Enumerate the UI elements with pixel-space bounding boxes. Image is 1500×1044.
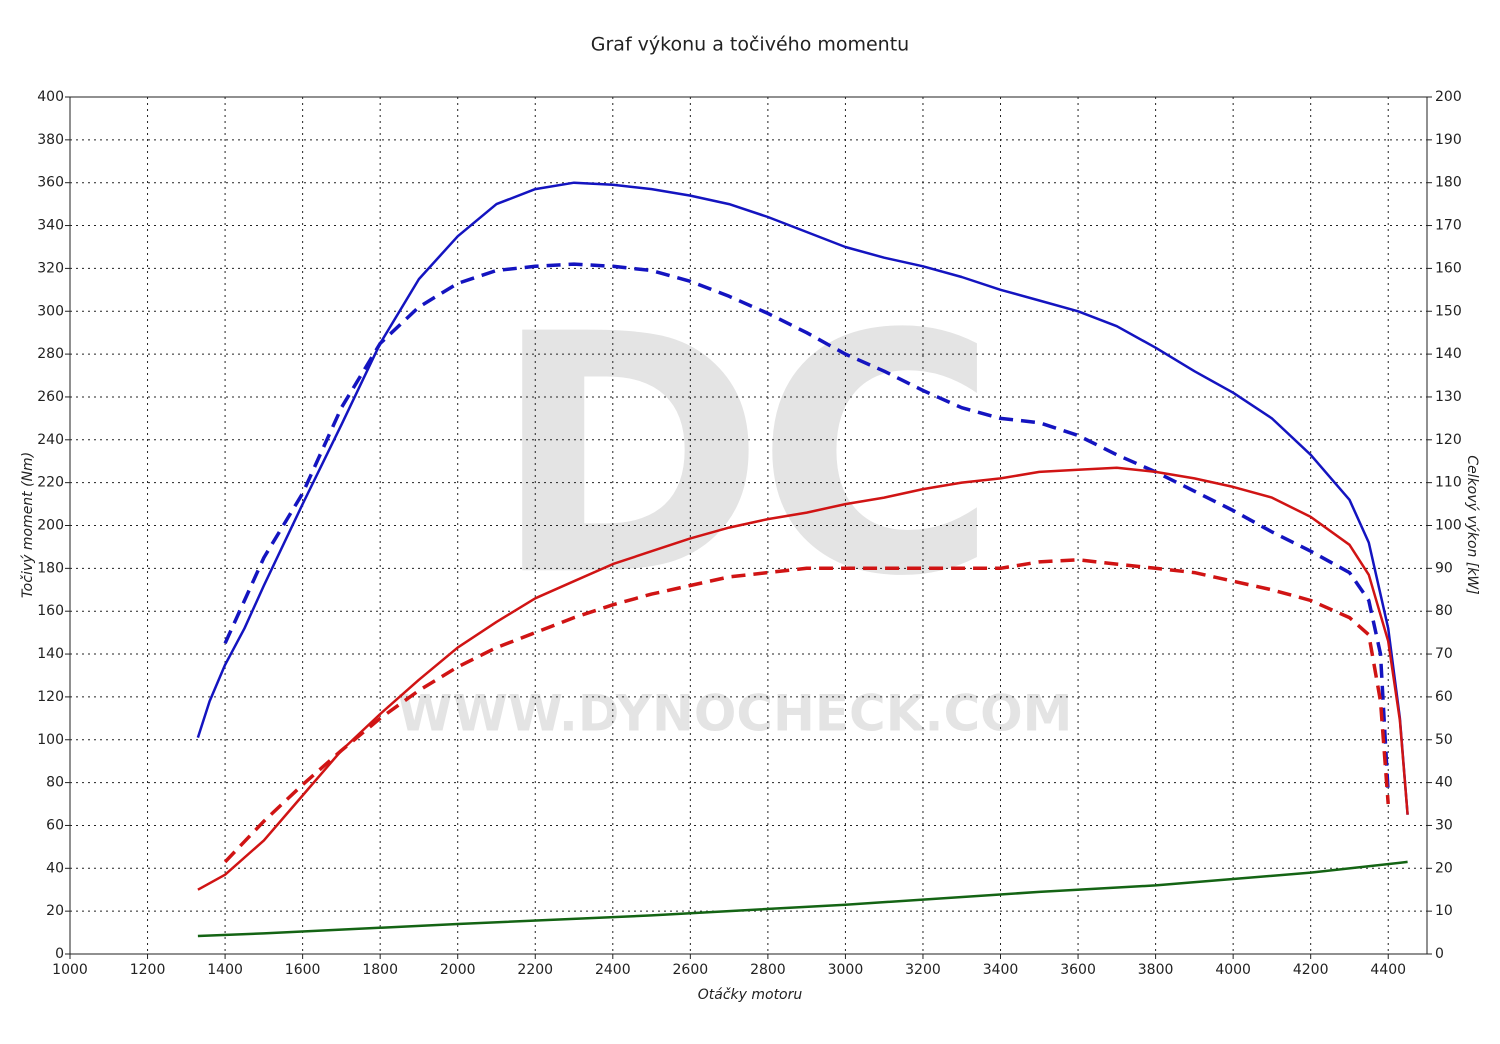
y-tick-label: 140 <box>37 646 64 662</box>
x-tick-label: 4200 <box>1293 962 1329 978</box>
y-tick-label: 380 <box>37 132 64 148</box>
x-tick-label: 2600 <box>673 962 709 978</box>
y-tick-label: 300 <box>37 303 64 319</box>
series-line <box>223 558 1390 864</box>
y2-tick-label: 100 <box>1435 518 1462 534</box>
y2-tick-label: 190 <box>1435 132 1462 148</box>
x-tick-label: 3400 <box>983 962 1019 978</box>
y-tick-label: 400 <box>37 89 64 105</box>
watermark-url: WWW.DYNOCHECK.COM <box>398 685 1073 743</box>
y2-tick-label: 150 <box>1435 303 1462 319</box>
y-tick-label: 120 <box>37 689 64 705</box>
y2-tick-label: 70 <box>1435 646 1453 662</box>
x-tick-label: 1200 <box>130 962 166 978</box>
watermark-logo: DC <box>492 264 988 648</box>
y-tick-label: 60 <box>46 817 64 833</box>
y2-tick-label: 50 <box>1435 732 1453 748</box>
series-line <box>197 860 1408 938</box>
x-tick-label: 2000 <box>440 962 476 978</box>
y2-tick-label: 130 <box>1435 389 1462 405</box>
y-axis-label: Točivý moment (Nm) <box>20 452 36 598</box>
y2-tick-label: 10 <box>1435 903 1453 919</box>
y-tick-label: 20 <box>46 903 64 919</box>
y-tick-label: 40 <box>46 860 64 876</box>
x-tick-label: 1800 <box>362 962 398 978</box>
y2-tick-label: 200 <box>1435 89 1462 105</box>
x-tick-label: 3600 <box>1060 962 1096 978</box>
y-tick-label: 220 <box>37 475 64 491</box>
x-tick-label: 2400 <box>595 962 631 978</box>
chart-title: Graf výkonu a točivého momentu <box>591 34 909 56</box>
x-tick-label: 3800 <box>1138 962 1174 978</box>
series-line <box>197 466 1409 891</box>
x-tick-label: 1000 <box>52 962 88 978</box>
x-tick-label: 3200 <box>905 962 941 978</box>
y2-tick-label: 60 <box>1435 689 1453 705</box>
y-tick-label: 100 <box>37 732 64 748</box>
y2-tick-label: 160 <box>1435 260 1462 276</box>
y2-tick-label: 180 <box>1435 175 1462 191</box>
y2-tick-label: 170 <box>1435 218 1462 234</box>
y-tick-label: 160 <box>37 603 64 619</box>
y-tick-label: 260 <box>37 389 64 405</box>
y2-tick-label: 120 <box>1435 432 1462 448</box>
y-tick-label: 340 <box>37 218 64 234</box>
x-tick-label: 4000 <box>1215 962 1251 978</box>
y2-tick-label: 40 <box>1435 775 1453 791</box>
x-tick-label: 4400 <box>1370 962 1406 978</box>
y-tick-label: 240 <box>37 432 64 448</box>
y-tick-label: 360 <box>37 175 64 191</box>
y2-tick-label: 110 <box>1435 475 1462 491</box>
series-line <box>223 262 1390 794</box>
y2-tick-label: 0 <box>1435 946 1444 962</box>
x-tick-label: 1400 <box>207 962 243 978</box>
x-tick-label: 2200 <box>517 962 553 978</box>
y-tick-label: 200 <box>37 518 64 534</box>
y-tick-label: 0 <box>55 946 64 962</box>
y-tick-label: 180 <box>37 560 64 576</box>
y2-tick-label: 20 <box>1435 860 1453 876</box>
y2-tick-label: 140 <box>1435 346 1462 362</box>
y2-tick-label: 90 <box>1435 560 1453 576</box>
y2-tick-label: 30 <box>1435 817 1453 833</box>
x-tick-label: 3000 <box>828 962 864 978</box>
x-tick-label: 1600 <box>285 962 321 978</box>
y2-axis-label: Celkový výkon [kW] <box>1464 455 1480 594</box>
x-tick-label: 2800 <box>750 962 786 978</box>
y-tick-label: 80 <box>46 775 64 791</box>
x-axis-label: Otáčky motoru <box>698 987 803 1003</box>
y2-tick-label: 80 <box>1435 603 1453 619</box>
y-tick-label: 280 <box>37 346 64 362</box>
series-line <box>196 181 1409 815</box>
y-tick-label: 320 <box>37 260 64 276</box>
plot-border <box>69 96 1428 955</box>
